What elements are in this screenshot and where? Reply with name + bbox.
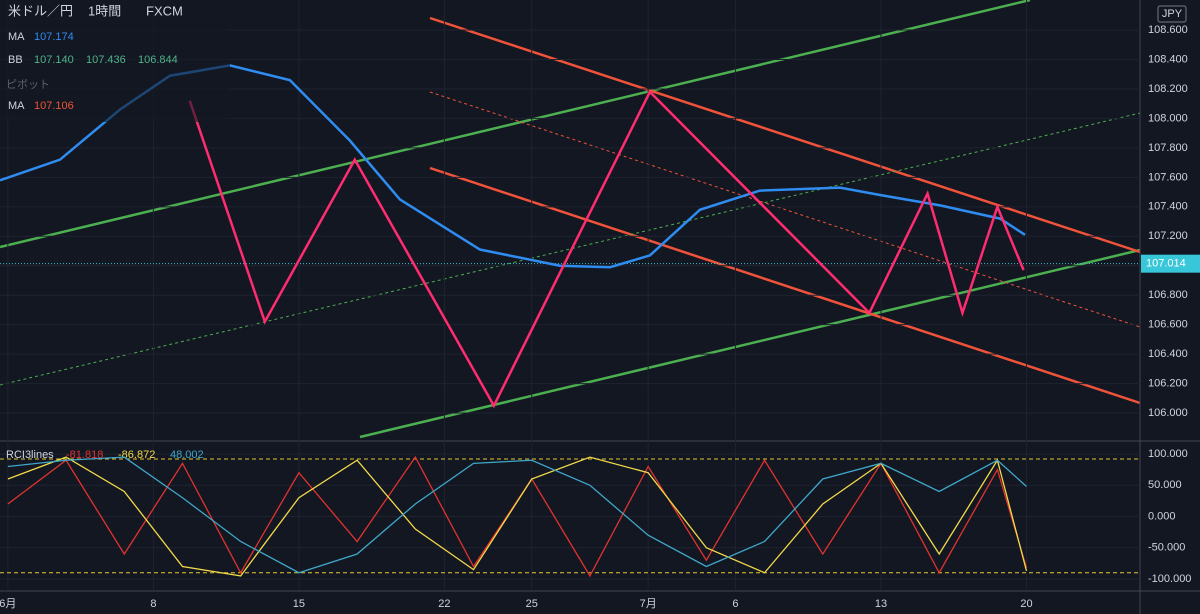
y-tick-label: 108.400 xyxy=(1148,53,1188,65)
last-price-label: 107.014 xyxy=(1146,258,1186,270)
x-tick-label: 6月 xyxy=(0,598,16,610)
currency-box xyxy=(1157,5,1187,23)
y-tick-label: 106.600 xyxy=(1148,319,1188,331)
x-tick-label: 15 xyxy=(293,598,305,610)
y-tick-label: 100.000 xyxy=(1148,448,1188,460)
indicator-value: -81.818 xyxy=(66,449,103,461)
x-tick-label: 22 xyxy=(438,598,450,610)
y-tick-label: 108.000 xyxy=(1148,112,1188,124)
y-tick-label: 108.600 xyxy=(1148,24,1188,36)
indicator-value: -86.872 xyxy=(118,449,155,461)
indicator-value: 107.140 xyxy=(34,54,74,66)
indicator-title: RCI3lines xyxy=(6,449,54,461)
mid-line xyxy=(429,91,1141,328)
y-tick-label: 0.000 xyxy=(1148,510,1176,522)
y-tick-label: -100.000 xyxy=(1148,573,1191,585)
indicator-value: 48.002 xyxy=(170,449,204,461)
indicator-name: MA xyxy=(8,100,25,112)
symbol: 米ドル／円 xyxy=(8,3,73,18)
indicator-value: 107.174 xyxy=(34,31,74,43)
series-line xyxy=(7,456,1027,574)
y-tick-label: 107.200 xyxy=(1148,230,1188,242)
y-tick-label: 108.200 xyxy=(1148,83,1188,95)
currency: JPY xyxy=(1162,8,1183,20)
x-tick-label: 20 xyxy=(1020,598,1032,610)
x-tick-label: 6 xyxy=(732,598,738,610)
channel-line xyxy=(0,0,1031,249)
interval: 1時間 xyxy=(88,3,121,18)
pivot-label: ピボット xyxy=(6,78,50,91)
y-tick-label: 106.800 xyxy=(1148,289,1188,301)
y-tick-label: 106.200 xyxy=(1148,377,1188,389)
x-tick-label: 8 xyxy=(150,598,156,610)
indicator-value: 106.844 xyxy=(138,54,178,66)
y-tick-label: 106.400 xyxy=(1148,348,1188,360)
indicator-name: BB xyxy=(8,54,23,66)
indicator-value: 107.436 xyxy=(86,54,126,66)
y-tick-label: 107.400 xyxy=(1148,201,1188,213)
channel-line xyxy=(429,16,1141,254)
series-line xyxy=(188,89,1025,409)
x-tick-label: 25 xyxy=(526,598,538,610)
x-tick-label: 7月 xyxy=(640,598,657,610)
indicator-value: 107.106 xyxy=(34,100,74,112)
source: FXCM xyxy=(146,3,183,18)
y-tick-label: 106.000 xyxy=(1148,407,1188,419)
channel-line xyxy=(359,248,1141,439)
y-tick-label: -50.000 xyxy=(1148,542,1185,554)
last-price-box xyxy=(1141,254,1200,273)
x-tick-label: 13 xyxy=(875,598,887,610)
y-tick-label: 107.800 xyxy=(1148,142,1188,154)
legend-bg xyxy=(0,0,230,122)
y-tick-label: 107.600 xyxy=(1148,171,1188,183)
y-tick-label: 50.000 xyxy=(1148,479,1182,491)
indicator-name: MA xyxy=(8,31,25,43)
